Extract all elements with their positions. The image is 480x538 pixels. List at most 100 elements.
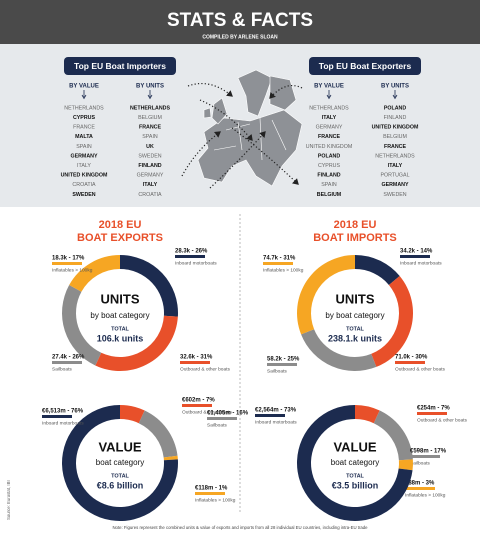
- total-label: TOTAL: [111, 326, 129, 332]
- donut-segment: [95, 315, 178, 372]
- section-title: 2018 EU: [334, 219, 377, 231]
- country: SPAIN: [76, 144, 92, 150]
- country: ITALY: [322, 115, 337, 121]
- total-value: €8.6 billion: [97, 480, 144, 490]
- segment-value-label: €598m - 17%: [410, 449, 447, 455]
- legend-swatch: [182, 404, 212, 407]
- segment-value-label: 28.3k - 26%: [175, 249, 208, 255]
- donut-segment: [301, 329, 377, 371]
- country: FRANCE: [73, 125, 95, 131]
- legend-swatch: [255, 414, 285, 417]
- donut-segment: [373, 410, 413, 461]
- arrow: [209, 131, 266, 189]
- donut-subheading: by boat category: [90, 311, 149, 320]
- donut-heading: UNITS: [101, 291, 140, 306]
- donut-segment: [398, 459, 413, 471]
- country: ITALY: [388, 163, 403, 169]
- country: CYPRUS: [73, 115, 96, 121]
- segment-value-label: €602m - 7%: [182, 398, 215, 404]
- map-border: [213, 117, 287, 161]
- segment-name: Inboard motorboats: [175, 260, 217, 266]
- country: UNITED KINGDOM: [372, 125, 419, 131]
- segment-value-label: €2,564m - 73%: [255, 408, 297, 414]
- segment-value-label: €254m - 7%: [417, 406, 450, 412]
- legend-swatch: [195, 492, 225, 495]
- country: CROATIA: [72, 182, 96, 188]
- donut-heading: VALUE: [98, 439, 141, 454]
- donut-heading: UNITS: [336, 291, 375, 306]
- segment-name: Sailboats: [267, 368, 287, 374]
- country: BELGIUM: [383, 134, 407, 140]
- legend-swatch: [52, 262, 82, 265]
- segment-value-label: €118m - 1%: [195, 486, 228, 492]
- down-arrow-head: [81, 94, 87, 100]
- country: NETHERLANDS: [309, 105, 349, 111]
- segment-name: Outboard & other boats: [395, 366, 445, 372]
- section-title: BOAT EXPORTS: [77, 232, 163, 244]
- country: BELGIUM: [317, 192, 342, 198]
- segment-name: Inflatables > 100kg: [405, 492, 446, 498]
- country: FRANCE: [384, 144, 407, 150]
- country: GERMANY: [70, 153, 98, 159]
- segment-name: Outboard & other boats: [182, 409, 232, 415]
- legend-swatch: [417, 412, 447, 415]
- country: GERMANY: [137, 173, 164, 179]
- country: NETHERLANDS: [130, 105, 170, 111]
- segment-name: Sailboats: [410, 460, 430, 466]
- legend-swatch: [52, 361, 82, 364]
- country: UNITED KINGDOM: [61, 173, 108, 179]
- map-region: [203, 107, 212, 119]
- donut-segment: [120, 405, 145, 424]
- down-arrow-head: [147, 94, 153, 100]
- country: POLAND: [384, 105, 407, 111]
- section-title: BOAT IMPORTS: [313, 232, 397, 244]
- country: NETHERLANDS: [375, 153, 415, 159]
- list-title: Top EU Boat Importers: [74, 61, 166, 71]
- segment-value-label: 27.4k - 26%: [52, 355, 85, 361]
- trade-arrows: [181, 83, 303, 189]
- legend-swatch: [395, 361, 425, 364]
- country: CROATIA: [138, 192, 162, 198]
- donut-subheading: boat category: [96, 458, 144, 467]
- country: SWEDEN: [72, 192, 95, 198]
- country: MALTA: [75, 134, 93, 140]
- segment-value-label: €88m - 3%: [405, 481, 435, 487]
- subtitle: COMPILED BY ARLENE SLOAN: [202, 34, 278, 40]
- segment-name: Inflatables > 100kg: [52, 267, 93, 273]
- country: SWEDEN: [383, 192, 406, 198]
- country: FINLAND: [384, 115, 407, 121]
- donut-segment: [69, 255, 120, 292]
- legend-swatch: [42, 415, 72, 418]
- donut-subheading: by boat category: [325, 311, 384, 320]
- country: FRANCE: [139, 125, 162, 131]
- segment-name: Outboard & other boats: [417, 417, 467, 423]
- column-heading: BY VALUE: [314, 84, 344, 90]
- country: UK: [146, 144, 154, 150]
- total-value: 238.1.k units: [328, 333, 382, 343]
- segment-value-label: €1,405m - 16%: [207, 411, 249, 417]
- country: ITALY: [77, 163, 91, 169]
- donut-segment: [371, 276, 413, 367]
- segment-value-label: €6,513m - 76%: [42, 409, 84, 415]
- country: ITALY: [143, 182, 158, 188]
- donut-heading: VALUE: [333, 439, 376, 454]
- column-heading: BY VALUE: [69, 84, 99, 90]
- segment-name: Inboard motorboats: [42, 420, 84, 426]
- donut-segment: [355, 255, 400, 285]
- donut-segment: [297, 255, 355, 335]
- country: NETHERLANDS: [64, 105, 104, 111]
- segment-value-label: 32.6k - 31%: [180, 355, 213, 361]
- segment-name: Outboard & other boats: [180, 366, 230, 372]
- segment-name: Sailboats: [52, 366, 72, 372]
- segment-name: Inflatables > 100kg: [195, 497, 236, 503]
- column-heading: BY UNITS: [136, 84, 164, 90]
- segment-name: Inflatables > 100kg: [263, 267, 304, 273]
- segment-value-label: 34.2k - 14%: [400, 249, 433, 255]
- map-region: [237, 69, 273, 117]
- donut-segment: [355, 405, 380, 424]
- donut-segment: [62, 285, 102, 366]
- legend-swatch: [263, 262, 293, 265]
- segment-name: Inboard motorboats: [255, 419, 297, 425]
- section-title: 2018 EU: [99, 219, 142, 231]
